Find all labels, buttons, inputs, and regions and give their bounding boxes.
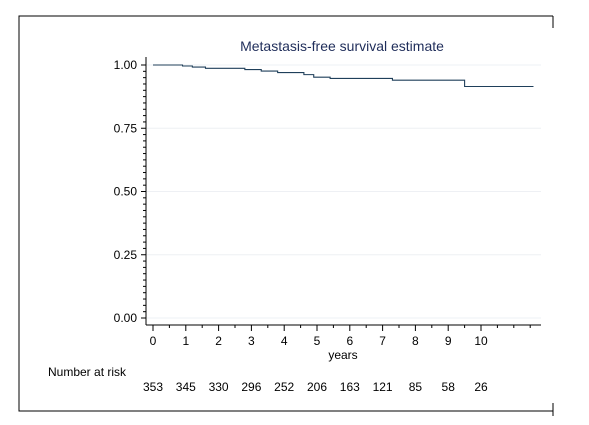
x-axis-label: years bbox=[328, 348, 357, 362]
risk-count: 206 bbox=[307, 380, 327, 394]
x-tick-label: 3 bbox=[248, 334, 255, 348]
risk-count: 353 bbox=[143, 380, 163, 394]
risk-count: 296 bbox=[241, 380, 261, 394]
risk-table-label: Number at risk bbox=[48, 365, 127, 379]
x-tick-label: 5 bbox=[314, 334, 321, 348]
risk-count: 121 bbox=[373, 380, 393, 394]
outer-frame bbox=[18, 15, 553, 412]
x-tick-label: 7 bbox=[379, 334, 386, 348]
x-axis: 0 1 2 3 4 5 6 7 8 9 10 bbox=[146, 324, 541, 348]
y-tick-label: 1.00 bbox=[114, 58, 138, 72]
y-tick-label: 0.75 bbox=[114, 121, 138, 135]
risk-count: 58 bbox=[442, 380, 456, 394]
risk-count: 330 bbox=[209, 380, 229, 394]
risk-count: 85 bbox=[409, 380, 423, 394]
risk-count: 252 bbox=[274, 380, 294, 394]
risk-count: 345 bbox=[176, 380, 196, 394]
y-axis: 0.00 0.25 0.50 0.75 1.00 bbox=[114, 57, 147, 325]
chart-title: Metastasis-free survival estimate bbox=[240, 38, 444, 54]
x-tick-label: 6 bbox=[346, 334, 353, 348]
y-tick-label: 0.25 bbox=[114, 248, 138, 262]
x-tick-label: 0 bbox=[150, 334, 157, 348]
risk-count: 163 bbox=[340, 380, 360, 394]
risk-count: 26 bbox=[474, 380, 488, 394]
risk-table: 353 345 330 296 252 206 163 121 85 58 26 bbox=[143, 380, 488, 394]
y-tick-label: 0.00 bbox=[114, 311, 138, 325]
series-layer bbox=[153, 64, 534, 88]
y-tick-label: 0.50 bbox=[114, 185, 138, 199]
x-tick-label: 9 bbox=[445, 334, 452, 348]
grid-lines bbox=[147, 64, 541, 319]
x-tick-label: 1 bbox=[182, 334, 189, 348]
survival-curve bbox=[153, 64, 534, 88]
x-tick-label: 8 bbox=[412, 334, 419, 348]
x-tick-label: 2 bbox=[215, 334, 222, 348]
x-tick-label: 4 bbox=[281, 334, 288, 348]
x-tick-label: 10 bbox=[474, 334, 488, 348]
